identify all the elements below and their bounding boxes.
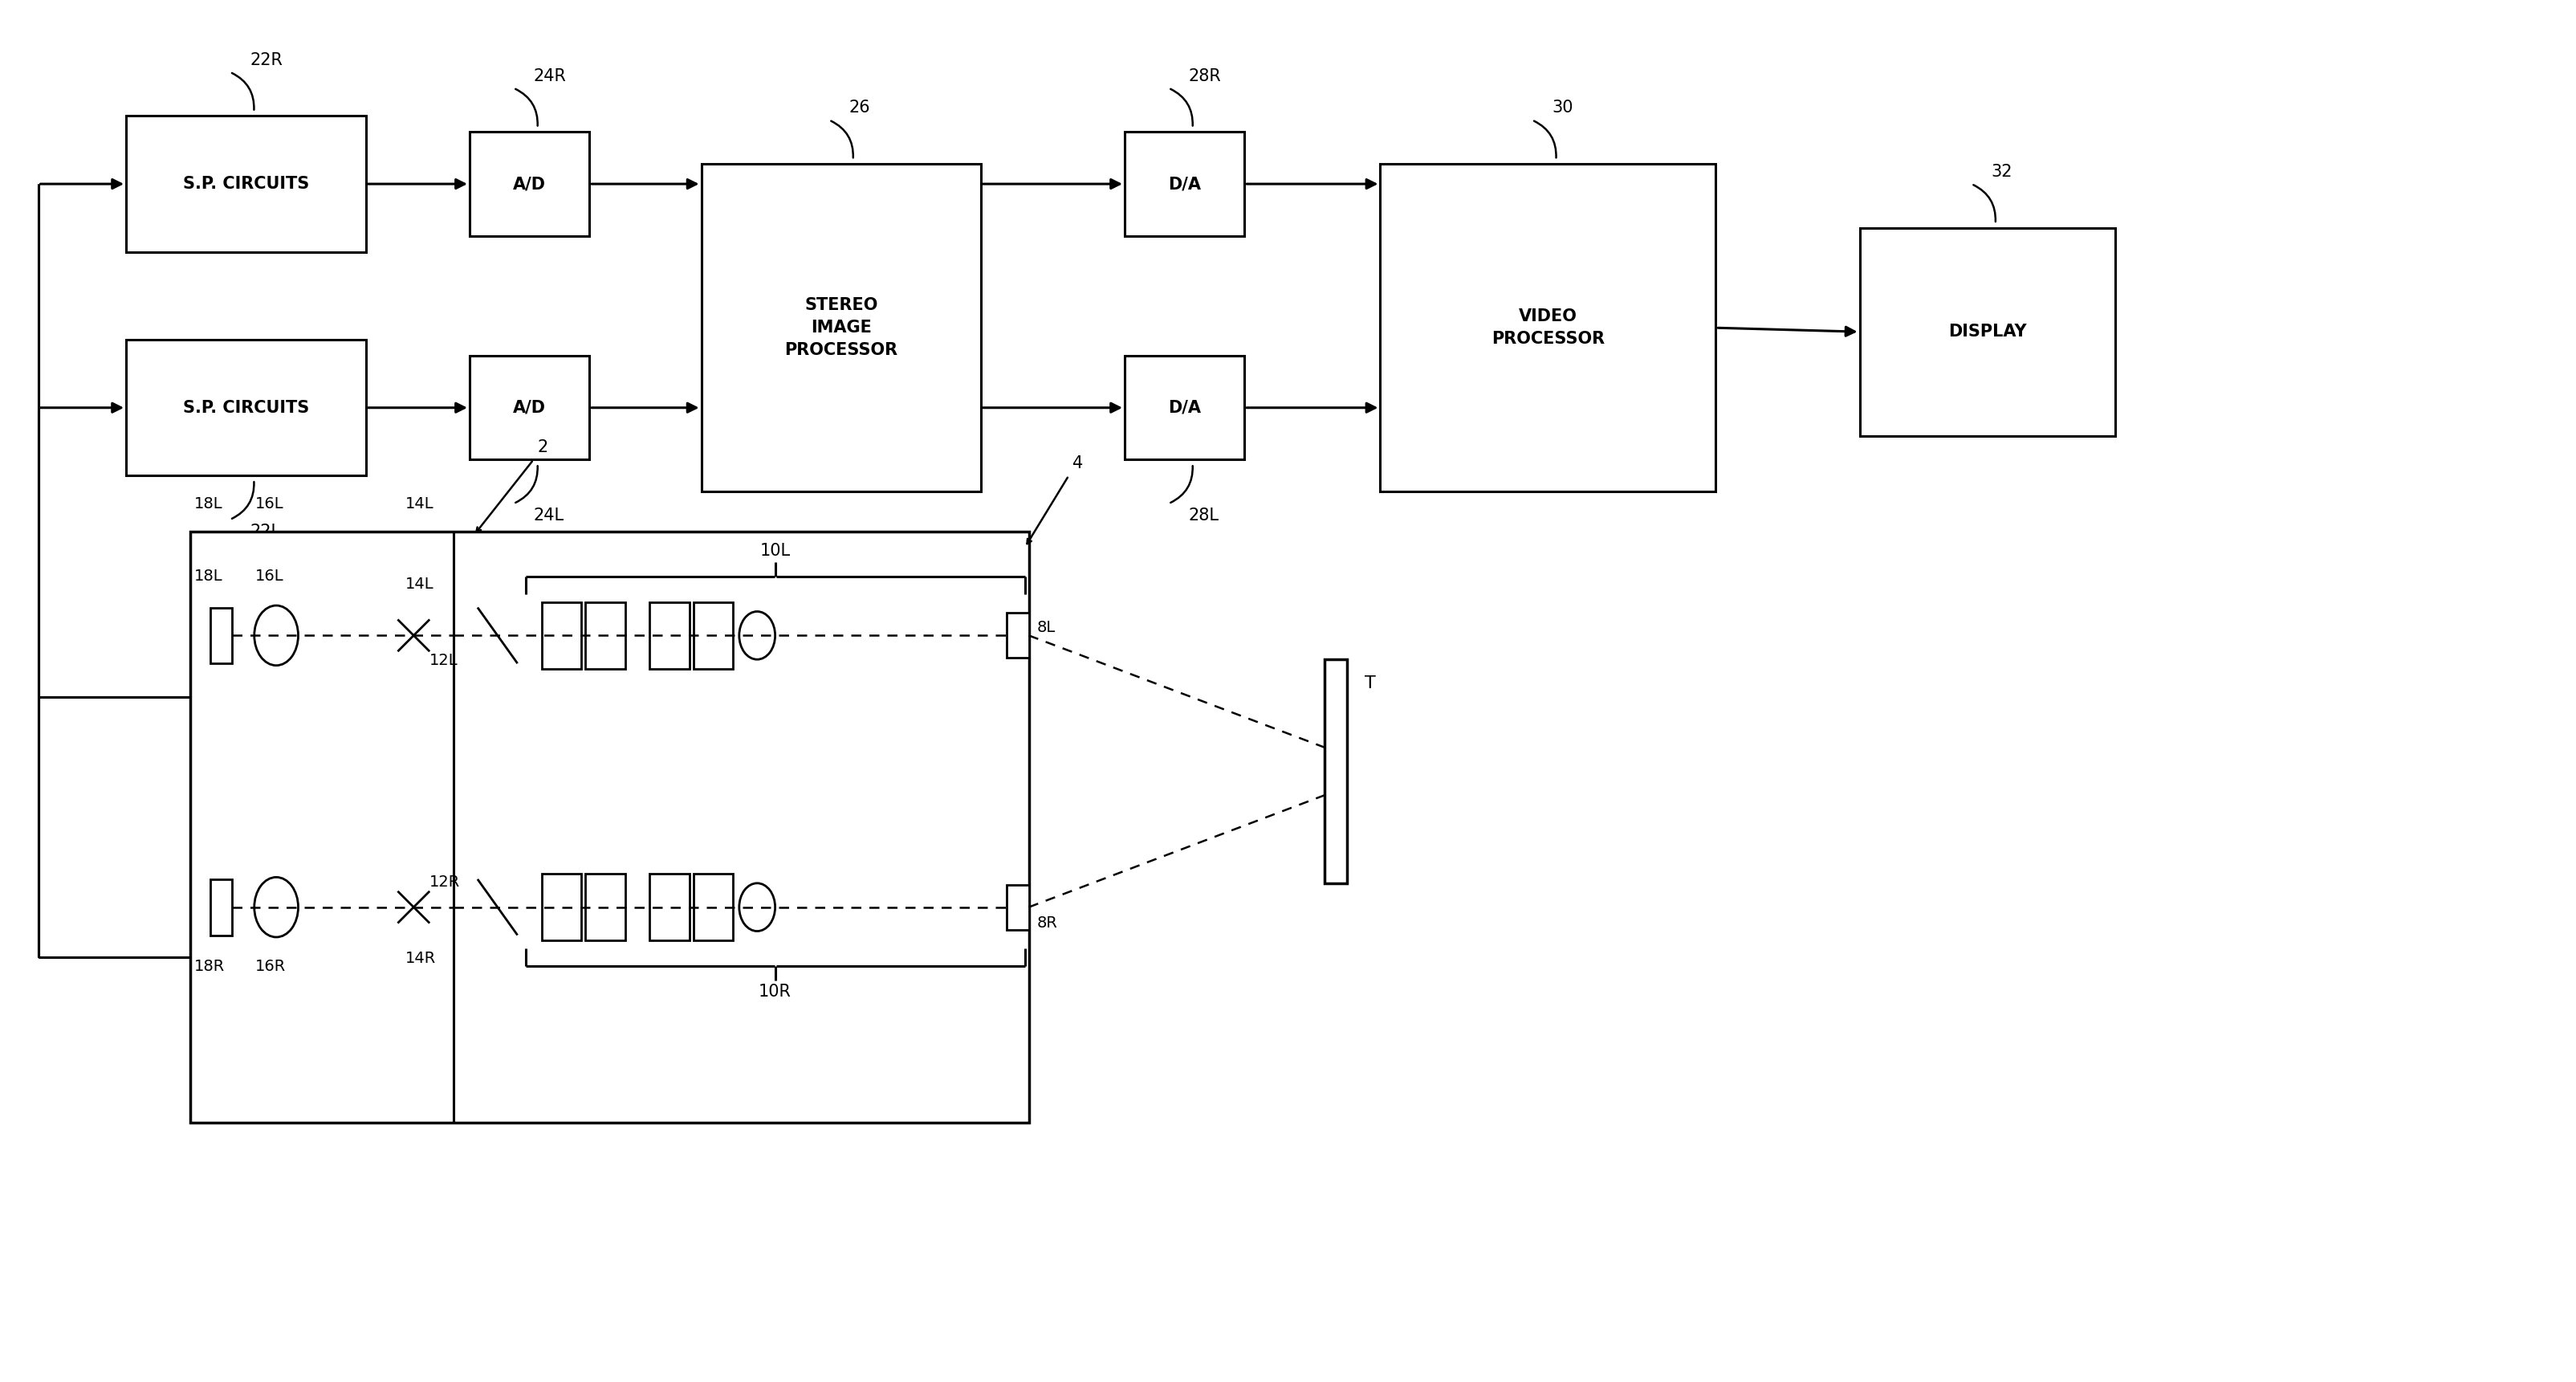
Text: 4: 4 — [1072, 456, 1084, 471]
Text: STEREO
IMAGE
PROCESSOR: STEREO IMAGE PROCESSOR — [786, 297, 896, 358]
Bar — [1007, 884, 1028, 930]
Bar — [693, 873, 734, 941]
Bar — [469, 133, 590, 236]
Text: D/A: D/A — [1167, 399, 1200, 416]
Text: 10L: 10L — [760, 543, 791, 558]
Text: 28R: 28R — [1188, 68, 1221, 84]
Bar — [701, 164, 981, 492]
Text: 18L: 18L — [193, 568, 222, 583]
Bar — [541, 603, 582, 669]
Text: 32: 32 — [1991, 164, 2012, 180]
Bar — [1007, 614, 1028, 658]
Bar — [649, 603, 690, 669]
Bar — [649, 873, 690, 941]
Text: 22L: 22L — [250, 524, 281, 539]
Bar — [1126, 133, 1244, 236]
Text: D/A: D/A — [1167, 176, 1200, 192]
Text: A/D: A/D — [513, 399, 546, 416]
Text: 8L: 8L — [1036, 621, 1056, 636]
Text: 2: 2 — [538, 439, 549, 456]
Text: 16R: 16R — [255, 959, 286, 974]
Text: 14R: 14R — [404, 951, 435, 966]
Text: S.P. CIRCUITS: S.P. CIRCUITS — [183, 399, 309, 416]
Text: 28L: 28L — [1188, 507, 1218, 524]
Text: 14L: 14L — [404, 576, 435, 591]
Bar — [1126, 355, 1244, 460]
Text: 22R: 22R — [250, 53, 283, 68]
Text: 16L: 16L — [255, 568, 283, 583]
Text: 14L: 14L — [404, 496, 435, 511]
Bar — [211, 879, 232, 936]
Bar — [585, 603, 626, 669]
Bar — [126, 340, 366, 475]
Bar — [585, 873, 626, 941]
Text: 30: 30 — [1551, 100, 1574, 116]
Text: DISPLAY: DISPLAY — [1947, 323, 2027, 340]
Text: 12R: 12R — [430, 875, 461, 890]
Text: T: T — [1365, 676, 1376, 691]
Text: 26: 26 — [850, 100, 871, 116]
Text: 10R: 10R — [760, 984, 791, 1001]
Bar — [693, 603, 734, 669]
Text: A/D: A/D — [513, 176, 546, 192]
Text: VIDEO
PROCESSOR: VIDEO PROCESSOR — [1492, 308, 1605, 347]
Text: 8R: 8R — [1036, 915, 1059, 930]
Bar — [1860, 228, 2115, 435]
Text: 12L: 12L — [430, 654, 459, 669]
Text: 24R: 24R — [533, 68, 567, 84]
Bar — [541, 873, 582, 941]
Text: 16L: 16L — [255, 496, 283, 511]
Text: S.P. CIRCUITS: S.P. CIRCUITS — [183, 176, 309, 192]
Bar — [1324, 659, 1347, 883]
Text: 24L: 24L — [533, 507, 564, 524]
Text: 18L: 18L — [193, 496, 222, 511]
Bar — [126, 116, 366, 252]
Bar — [1381, 164, 1716, 492]
Bar — [191, 532, 1028, 1124]
Bar — [469, 355, 590, 460]
Bar — [211, 608, 232, 663]
Text: 18R: 18R — [193, 959, 224, 974]
